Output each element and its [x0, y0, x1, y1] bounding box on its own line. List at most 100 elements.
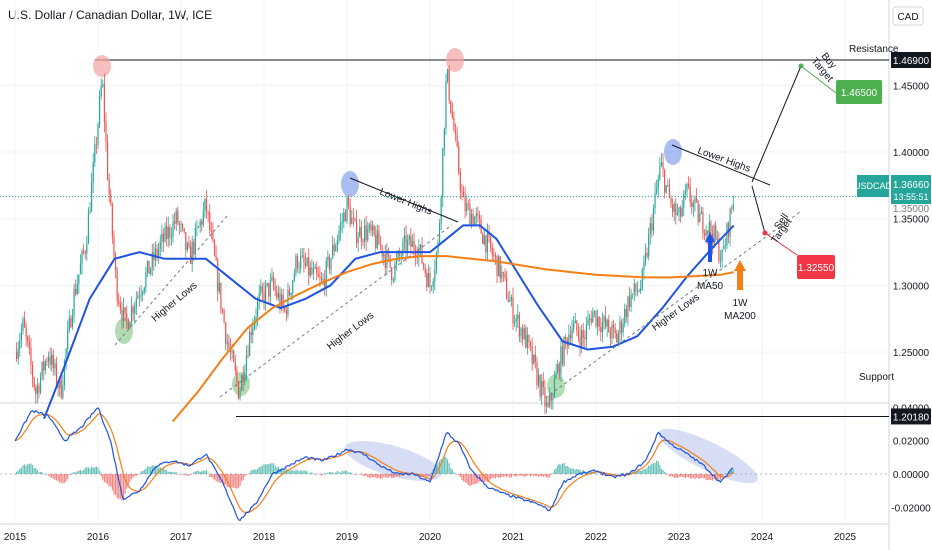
- higher-lows-trendline-1[interactable]: [114, 214, 229, 346]
- macd-histogram-bar: [467, 474, 469, 486]
- buy-target-box[interactable]: [836, 80, 882, 104]
- macd-histogram-bar: [15, 471, 18, 474]
- candle-body: [207, 211, 209, 213]
- macd-histogram-bar: [22, 464, 24, 474]
- macd-histogram-bar: [253, 469, 256, 474]
- candle-body: [154, 248, 157, 261]
- macd-histogram-bar: [31, 464, 34, 474]
- candle-body: [293, 273, 295, 281]
- macd-histogram-bar: [65, 474, 67, 482]
- candle-body: [335, 245, 337, 252]
- candle-body: [531, 346, 533, 364]
- candle-body: [166, 226, 168, 239]
- macd-histogram-bar: [517, 474, 519, 476]
- candle-body: [443, 128, 445, 149]
- candle-body: [367, 229, 369, 241]
- macd-histogram-bar: [624, 474, 626, 475]
- macd-histogram-bar: [20, 467, 22, 474]
- candle-body: [328, 256, 331, 270]
- candle-body: [159, 241, 161, 249]
- time-tick-label: 2024: [751, 532, 774, 543]
- macd-histogram-bar: [703, 474, 706, 479]
- candle-body: [68, 317, 70, 331]
- macd-histogram-bar: [440, 458, 442, 474]
- candle-body: [264, 285, 267, 303]
- candle-body: [39, 376, 42, 393]
- candle-body: [97, 124, 99, 145]
- candle-body: [231, 350, 233, 353]
- candle-body: [721, 249, 723, 261]
- candle-body: [668, 185, 671, 199]
- macd-histogram-bar: [415, 474, 417, 476]
- high-marker-2022: [664, 139, 682, 165]
- candle-body: [379, 244, 382, 246]
- macd-histogram-bar: [30, 463, 32, 474]
- ma200-line[interactable]: [171, 255, 734, 423]
- candle-body: [340, 222, 342, 231]
- macd-histogram-bar: [509, 474, 511, 478]
- buy-projection-line[interactable]: [751, 65, 802, 183]
- candle-body: [57, 384, 59, 389]
- candle-body: [381, 245, 383, 257]
- candle-body: [708, 221, 710, 234]
- higher-lows-trendline-2[interactable]: [219, 224, 453, 398]
- macd-histogram-bar: [79, 470, 82, 474]
- macd-histogram-bar: [464, 474, 466, 483]
- target-projections[interactable]: [751, 63, 837, 256]
- candle-body: [581, 330, 583, 347]
- macd-histogram-bar: [620, 473, 623, 474]
- macd-histogram-bar: [261, 465, 264, 474]
- candle-body: [700, 211, 702, 215]
- currency-button[interactable]: [892, 6, 924, 26]
- candle-body: [437, 242, 439, 254]
- buy-target-point[interactable]: [798, 63, 804, 69]
- candle-body: [250, 332, 252, 336]
- macd-histogram-bar: [553, 469, 556, 474]
- candle-body: [183, 228, 185, 233]
- candle-body: [405, 235, 407, 252]
- macd-histogram-bar: [501, 474, 503, 477]
- macd-histogram-bar: [100, 474, 102, 477]
- macd-histogram-bar: [282, 469, 284, 474]
- macd-histogram-bar: [362, 474, 364, 476]
- macd-histogram-bar: [616, 474, 618, 475]
- candle-body: [201, 221, 203, 225]
- candle-body: [557, 364, 559, 373]
- macd-histogram-bar: [44, 473, 46, 475]
- macd-histogram-bar: [686, 474, 688, 478]
- macd-histogram-bar: [684, 474, 686, 478]
- sell-target-point[interactable]: [762, 230, 768, 236]
- macd-histogram-bar: [683, 474, 685, 478]
- candle-body: [268, 283, 270, 297]
- candle-body: [296, 256, 299, 269]
- macd-line[interactable]: [14, 407, 734, 522]
- macd-histogram-bar: [102, 474, 104, 480]
- macd-histogram-bar: [376, 474, 378, 479]
- macd-signal-line[interactable]: [14, 413, 734, 514]
- candle-body: [667, 185, 669, 186]
- candle-body: [38, 385, 40, 393]
- candle-body: [475, 213, 477, 218]
- sell-target-box[interactable]: [797, 255, 835, 279]
- lower-highs-line-1[interactable]: [349, 177, 459, 223]
- macd-histogram-bar: [86, 467, 88, 474]
- time-tick-label: 2023: [668, 532, 691, 543]
- higher-lows-trendline-3[interactable]: [544, 211, 801, 399]
- candle-body: [225, 322, 227, 344]
- candle-body: [553, 378, 556, 398]
- candle-body: [411, 240, 414, 247]
- candle-body: [177, 210, 179, 224]
- symbol-tag[interactable]: [857, 175, 889, 197]
- sell-projection-line[interactable]: [751, 185, 766, 234]
- candle-body: [181, 224, 184, 229]
- candle-body: [451, 112, 453, 118]
- candlestick-series[interactable]: [15, 65, 734, 415]
- macd-histogram-bar: [327, 472, 329, 474]
- candle-body: [167, 226, 169, 239]
- candle-body: [498, 256, 500, 277]
- ma50-line[interactable]: [43, 224, 735, 420]
- candle-body: [79, 264, 82, 275]
- candle-body: [509, 300, 511, 302]
- candle-body: [732, 204, 734, 209]
